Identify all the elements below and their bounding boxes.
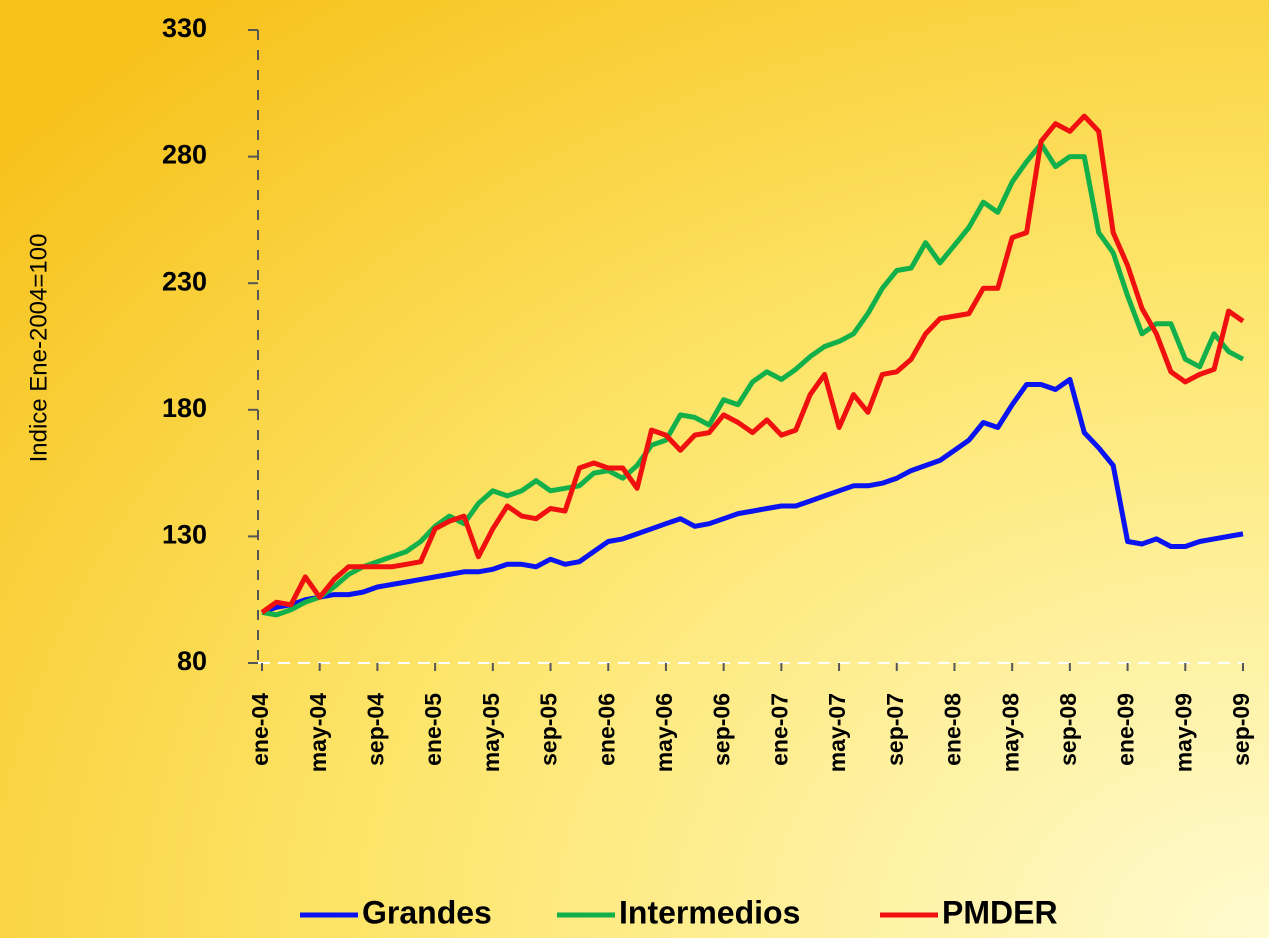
y-tick-label: 330: [162, 13, 207, 43]
x-tick-label: may-05: [478, 693, 504, 772]
y-tick-label: 130: [162, 520, 207, 550]
x-tick-label: sep-04: [362, 693, 388, 766]
x-tick-label: ene-04: [247, 693, 273, 766]
legend-label: Intermedios: [619, 894, 800, 930]
x-tick-label: may-06: [651, 693, 677, 772]
y-tick-label: 180: [162, 393, 207, 423]
x-tick-label: may-07: [824, 693, 850, 772]
x-tick-label: ene-09: [1113, 693, 1139, 766]
y-tick-label: 80: [177, 646, 207, 676]
series-line: [261, 376, 1244, 615]
x-tick-label: sep-09: [1228, 693, 1254, 766]
y-tick-label: 230: [162, 266, 207, 296]
x-tick-label: ene-05: [420, 693, 446, 766]
x-tick-label: sep-05: [536, 693, 562, 766]
y-axis-label: Indice Ene-2004=100: [25, 234, 52, 463]
x-tick-label: sep-07: [882, 693, 908, 766]
x-tick-label: sep-08: [1055, 693, 1081, 766]
legend-label: Grandes: [362, 894, 492, 930]
x-tick-label: may-08: [997, 693, 1023, 772]
x-tick-label: sep-06: [709, 693, 735, 766]
x-tick-label: ene-08: [940, 693, 966, 766]
x-tick-label: ene-06: [593, 693, 619, 766]
series-line: [261, 141, 1245, 618]
x-tick-label: may-04: [305, 693, 331, 772]
x-tick-label: may-09: [1170, 693, 1196, 772]
y-tick-label: 280: [162, 140, 207, 170]
series-line: [260, 113, 1245, 615]
x-tick-label: ene-07: [766, 693, 792, 766]
legend-label: PMDER: [942, 894, 1058, 930]
